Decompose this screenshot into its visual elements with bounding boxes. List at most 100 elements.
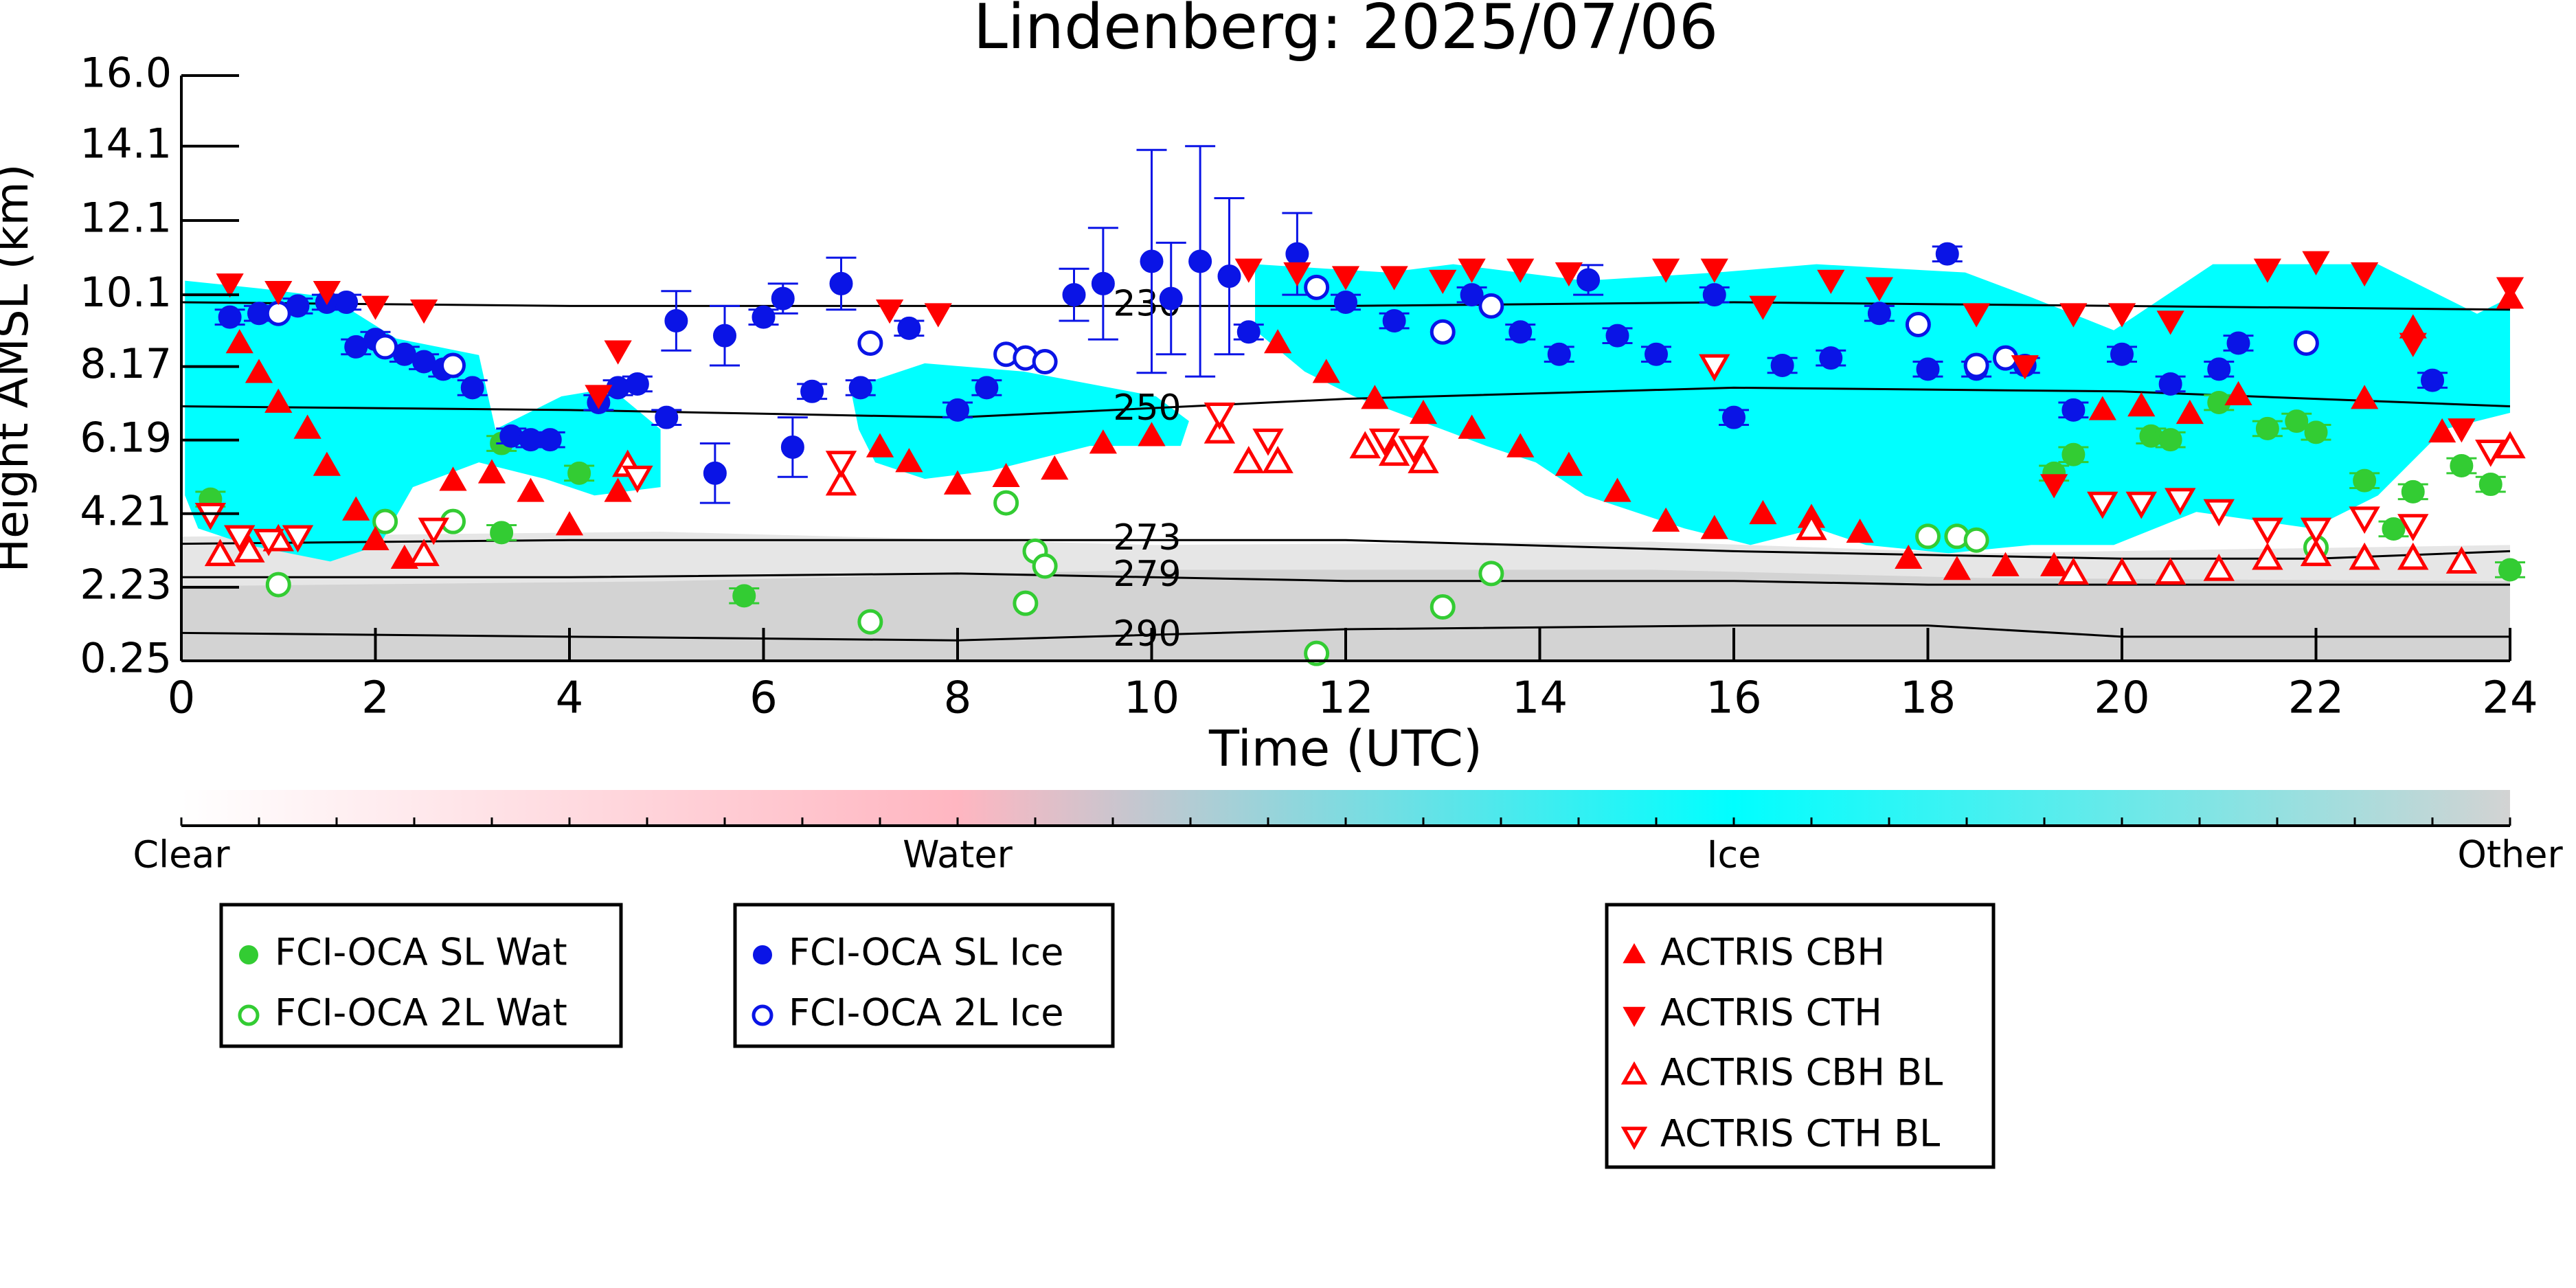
marker-circle: [238, 1004, 260, 1026]
marker-circle: [1304, 274, 1330, 300]
marker-circle: [1915, 523, 1941, 550]
triangle-down: [1865, 277, 1893, 302]
contour-line: [181, 539, 2510, 560]
triangle-up: [2154, 557, 2187, 585]
colorbar-label: Clear: [133, 833, 230, 877]
triangle-down: [2156, 310, 2184, 335]
y-tick-label: 4.21: [80, 487, 172, 535]
colorbar-label: Water: [903, 833, 1013, 877]
marker-circle: [993, 490, 1019, 516]
marker-circle: [1935, 242, 1959, 266]
triangle-up: [1408, 446, 1439, 473]
x-tick-label: 20: [2094, 673, 2149, 724]
triangle-up: [313, 451, 341, 476]
x-tick-label: 16: [1706, 673, 1761, 724]
marker-circle: [1702, 283, 1726, 307]
y-axis-label: Height AMSL (km): [0, 164, 38, 573]
triangle-up: [1233, 446, 1265, 473]
triangle-down: [1398, 436, 1430, 464]
marker-circle: [1645, 342, 1668, 366]
triangle-up: [1623, 943, 1646, 964]
marker-circle: [2478, 473, 2502, 497]
triangle-down: [1700, 258, 1728, 283]
contour-line: [181, 386, 2510, 419]
triangle-down: [410, 300, 438, 324]
y-tick-label: 2.23: [80, 561, 172, 609]
triangle-up: [1603, 477, 1631, 502]
legends: FCI-OCA SL Wat FCI-OCA 2L Wat FCI-OCA SL I…: [219, 903, 1996, 1169]
marker-circle: [372, 334, 398, 360]
triangle-up: [2445, 546, 2478, 574]
marker-circle: [975, 376, 999, 400]
triangle-down: [585, 385, 613, 409]
triangle-up: [1264, 329, 1292, 354]
marker-circle: [1091, 271, 1115, 295]
triangle-up: [1204, 416, 1236, 444]
triangle-up: [2494, 431, 2526, 459]
marker-circle: [1547, 342, 1571, 366]
marker-circle: [2255, 416, 2279, 440]
triangle-up: [2106, 557, 2138, 585]
marker-circle: [265, 300, 291, 326]
marker-circle: [703, 461, 727, 485]
marker-circle: [655, 405, 679, 429]
marker-circle: [2353, 468, 2377, 493]
marker-circle: [2285, 409, 2309, 433]
triangle-up: [2397, 542, 2429, 570]
marker-circle: [2110, 342, 2134, 366]
x-tick-label: 8: [944, 673, 972, 724]
triangle-down: [2399, 332, 2427, 357]
y-tick-label: 14.1: [80, 120, 172, 168]
triangle-up: [293, 414, 321, 439]
triangle-up: [2176, 399, 2204, 425]
triangle-up: [555, 511, 584, 536]
triangle-down: [2253, 258, 2281, 283]
marker-circle: [713, 324, 736, 348]
marker-circle: [2304, 420, 2328, 444]
triangle-down: [1652, 258, 1680, 283]
triangle-up: [361, 526, 389, 550]
triangle-up: [825, 468, 857, 496]
y-tick-label: 0.25: [80, 635, 172, 683]
triangle-up: [1749, 499, 1777, 525]
marker-circle: [335, 290, 359, 314]
legend-label: FCI-OCA 2L Ice: [789, 991, 1063, 1035]
triangle-down: [264, 280, 293, 306]
triangle-down: [622, 465, 653, 493]
marker-circle: [857, 609, 883, 635]
x-tick-label: 10: [1124, 673, 1179, 724]
triangle-down: [604, 340, 632, 365]
chart-title: Lindenberg: 2025/07/06: [973, 0, 1718, 63]
triangle-up: [517, 477, 545, 502]
marker-circle: [2061, 398, 2086, 422]
triangle-down: [216, 273, 244, 298]
y-tick-label: 8.17: [80, 340, 172, 388]
colorbar-label: Other: [2457, 833, 2563, 877]
triangle-up: [1846, 518, 1874, 543]
triangle-down: [2397, 514, 2429, 541]
triangle-down: [2302, 251, 2330, 275]
marker-circle: [1577, 268, 1601, 292]
triangle-down: [2475, 440, 2507, 467]
marker-circle: [2401, 479, 2425, 504]
x-tick-label: 2: [361, 673, 389, 724]
ice-region: [1255, 264, 2510, 554]
triangle-down: [1699, 354, 1730, 382]
triangle-up: [245, 359, 273, 383]
marker-circle: [1963, 352, 1989, 379]
marker-circle: [1032, 553, 1058, 579]
marker-circle: [1478, 561, 1504, 587]
x-tick-label: 18: [1900, 673, 1956, 724]
triangle-down: [1620, 1127, 1648, 1150]
triangle-down: [1283, 262, 1311, 287]
triangle-up: [2252, 542, 2283, 570]
marker-circle: [1304, 640, 1330, 666]
triangle-down: [1555, 262, 1583, 287]
marker-circle: [1032, 349, 1058, 375]
marker-circle: [218, 305, 242, 329]
triangle-up: [204, 539, 236, 567]
triangle-down: [876, 300, 904, 324]
triangle-down: [1506, 258, 1535, 283]
